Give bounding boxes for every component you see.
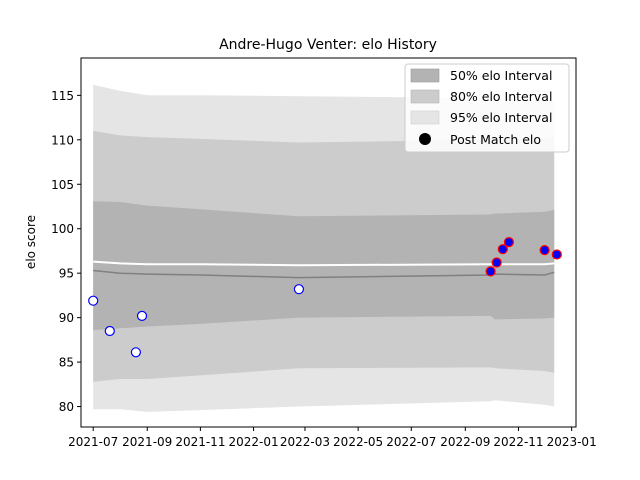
median-elo-line xyxy=(93,260,555,267)
y-tick-label-0: 80 xyxy=(59,400,74,414)
x-tick-label-6: 2022-07 xyxy=(386,435,436,449)
x-axis-ticks: 2021-07 2021-09 2021-11 2022-01 2022-03 2022-… xyxy=(68,427,597,449)
x-tick-label-0: 2021-07 xyxy=(68,435,118,449)
plot-area xyxy=(88,84,562,412)
post-match-point-5 xyxy=(485,266,496,277)
x-tick-label-3: 2022-01 xyxy=(228,435,278,449)
legend-marker-post-match xyxy=(419,133,431,145)
legend-swatch-80 xyxy=(410,89,440,104)
post-match-point-8 xyxy=(503,237,514,248)
y-tick-label-2: 90 xyxy=(59,311,74,325)
y-tick-label-3: 95 xyxy=(59,267,74,281)
post-match-point-9 xyxy=(539,245,550,256)
post-match-point-10 xyxy=(551,249,562,260)
y-tick-label-4: 100 xyxy=(51,222,74,236)
mean-elo-line xyxy=(93,269,555,279)
x-tick-label-9: 2023-01 xyxy=(547,435,597,449)
y-tick-label-6: 110 xyxy=(51,133,74,147)
legend-swatch-95 xyxy=(410,110,440,125)
post-match-point-2 xyxy=(130,347,141,358)
y-tick-label-1: 85 xyxy=(59,356,74,370)
legend-label-post-match: Post Match elo xyxy=(450,132,541,147)
y-axis-label: elo score xyxy=(24,215,38,269)
x-tick-label-7: 2022-09 xyxy=(440,435,490,449)
chart-title: Andre-Hugo Venter: elo History xyxy=(219,37,437,53)
legend-label-80: 80% elo Interval xyxy=(450,89,552,104)
post-match-point-3 xyxy=(136,310,148,321)
x-tick-label-8: 2022-11 xyxy=(493,435,543,449)
x-tick-label-4: 2022-03 xyxy=(280,435,330,449)
post-match-point-6 xyxy=(491,257,502,268)
post-match-point-4 xyxy=(293,284,304,295)
legend-swatch-50 xyxy=(410,68,440,83)
y-axis-ticks: 80 85 90 95 100 105 110 115 xyxy=(51,89,81,414)
legend-box xyxy=(404,63,570,153)
x-tick-label-2: 2021-11 xyxy=(175,435,225,449)
legend: 50% elo Interval 80% elo Interval 95% el… xyxy=(404,63,570,153)
y-tick-label-7: 115 xyxy=(51,89,74,103)
x-tick-label-1: 2021-09 xyxy=(122,435,172,449)
x-tick-label-5: 2022-05 xyxy=(333,435,383,449)
post-match-point-0 xyxy=(88,295,99,306)
post-match-point-1 xyxy=(104,325,115,337)
legend-label-50: 50% elo Interval xyxy=(450,68,552,83)
y-tick-label-5: 105 xyxy=(51,178,74,192)
post-match-point-7 xyxy=(497,244,508,255)
post-match-points xyxy=(88,237,562,358)
legend-label-95: 95% elo Interval xyxy=(450,110,552,125)
axes-frame xyxy=(80,57,577,428)
